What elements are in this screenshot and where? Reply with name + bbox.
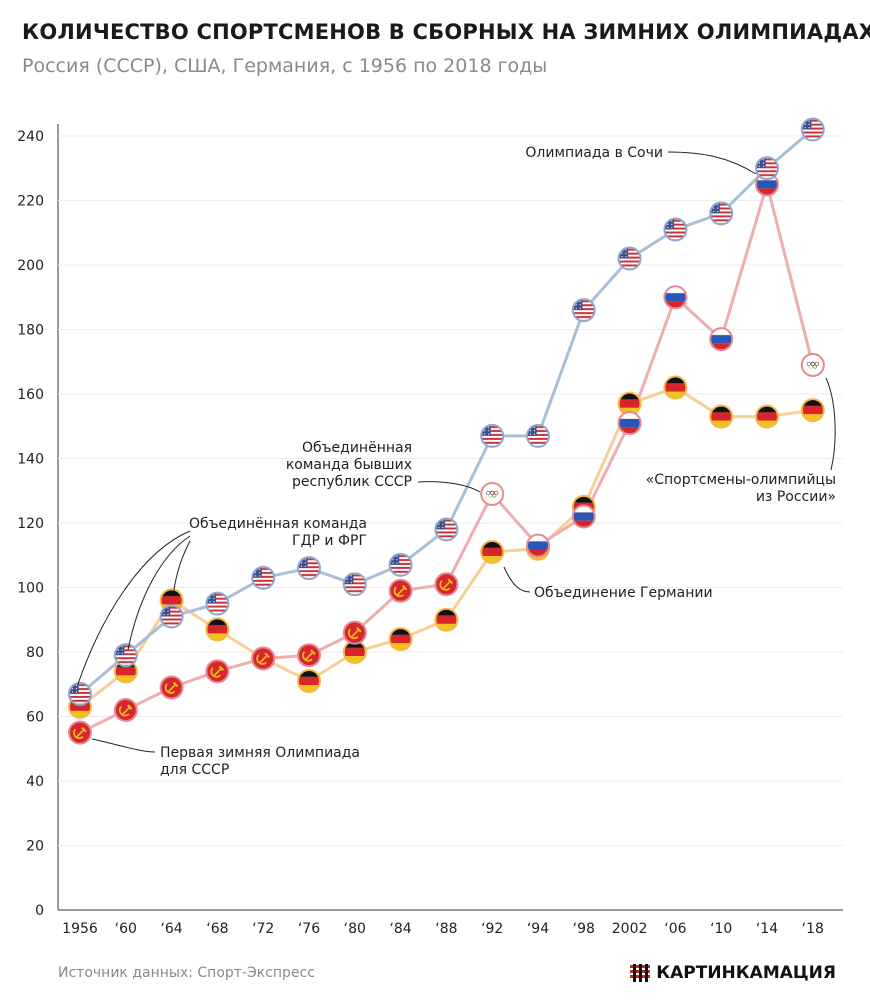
marker-ussr-icon — [342, 620, 367, 645]
marker-ussr-icon — [68, 720, 92, 745]
chart-title: КОЛИЧЕСТВО СПОРТСМЕНОВ В СБОРНЫХ НА ЗИМН… — [22, 20, 870, 44]
marker-ussr-icon — [434, 572, 459, 597]
marker-germany-icon — [297, 669, 321, 694]
x-tick-label: ‘80 — [344, 921, 366, 937]
annotation-oar-leader — [825, 377, 836, 471]
x-tick-label: ‘98 — [573, 921, 595, 937]
marker-russia-icon — [663, 285, 688, 310]
marker-germany-icon — [480, 540, 505, 565]
y-tick-label: 0 — [35, 903, 44, 919]
x-tick-label: ‘72 — [252, 921, 274, 937]
marker-ussr-icon — [113, 698, 138, 723]
marker-usa-icon — [571, 298, 596, 323]
x-tick-label: 2002 — [612, 921, 648, 937]
annotation-oar: «Спортсмены-олимпийцы из России» — [646, 472, 836, 505]
y-tick-label: 60 — [26, 710, 44, 726]
marker-usa-icon — [159, 604, 184, 629]
marker-usa-icon — [251, 565, 276, 590]
marker-russia-icon — [526, 533, 550, 558]
y-tick-label: 180 — [17, 323, 44, 339]
brand-label: КАРТИНКАМАЦИЯ — [656, 963, 836, 983]
marker-usa-icon — [617, 246, 642, 271]
y-tick-label: 100 — [17, 581, 44, 597]
x-tick-label: ‘64 — [160, 921, 182, 937]
marker-usa-icon — [709, 201, 734, 226]
marker-olympic-icon — [480, 481, 505, 506]
y-tick-label: 140 — [17, 452, 44, 468]
marker-usa-icon — [113, 643, 138, 668]
x-tick-label: ‘06 — [664, 921, 686, 937]
annotation-germany-unified-leader-3 — [173, 540, 191, 591]
marker-usa-icon — [480, 423, 505, 448]
marker-usa-icon — [526, 423, 550, 448]
x-tick-label: ‘60 — [115, 921, 137, 937]
marker-germany-icon — [388, 627, 413, 652]
marker-germany-icon — [755, 404, 779, 429]
y-tick-label: 20 — [26, 839, 44, 855]
marker-usa-icon — [663, 217, 688, 242]
brand-logo-icon — [630, 964, 651, 982]
marker-ussr-icon — [205, 659, 230, 684]
marker-germany-icon — [800, 398, 825, 423]
x-tick-label: ‘92 — [481, 921, 503, 937]
annotation-first-ussr-leader — [91, 738, 156, 753]
annotation-sochi-leader — [667, 151, 757, 175]
source-note: Источник данных: Спорт-Экспресс — [58, 965, 315, 981]
marker-usa-icon — [388, 552, 413, 577]
marker-usa-icon — [68, 681, 92, 706]
marker-ussr-icon — [297, 643, 321, 668]
y-tick-label: 40 — [26, 774, 44, 790]
annotation-unified-team-leader — [417, 481, 481, 493]
marker-usa-icon — [755, 156, 779, 181]
marker-usa-icon — [434, 517, 459, 542]
marker-usa-icon — [205, 591, 230, 616]
marker-usa-icon — [297, 556, 321, 581]
x-tick-label: ‘68 — [206, 921, 228, 937]
marker-germany-icon — [709, 404, 734, 429]
series-line-germany — [79, 386, 814, 709]
marker-russia-icon — [709, 327, 734, 352]
annotation-reunification: Объединение Германии — [534, 585, 713, 601]
y-tick-label: 120 — [17, 516, 44, 532]
marker-olympic-icon — [800, 352, 825, 377]
x-tick-label: ‘84 — [389, 921, 411, 937]
marker-usa-icon — [342, 572, 367, 597]
annotation-germany-unified: Объединённая команда ГДР и ФРГ — [189, 516, 367, 549]
x-tick-label: 1956 — [62, 921, 98, 937]
marker-ussr-icon — [251, 646, 276, 671]
marker-germany-icon — [663, 375, 688, 400]
y-tick-label: 240 — [17, 129, 44, 145]
annotation-sochi: Олимпиада в Сочи — [525, 145, 663, 161]
brand: КАРТИНКАМАЦИЯ — [630, 963, 836, 983]
marker-ussr-icon — [159, 675, 184, 700]
y-tick-label: 200 — [17, 258, 44, 274]
marker-ussr-icon — [388, 578, 413, 603]
marker-russia-icon — [617, 411, 642, 436]
annotation-unified-team: Объединённая команда бывших республик СССР — [286, 440, 412, 490]
y-tick-label: 220 — [17, 194, 44, 210]
marker-germany-icon — [205, 617, 230, 642]
chart-subtitle: Россия (СССР), США, Германия, с 1956 по … — [22, 55, 548, 77]
annotation-germany-unified-leader-1 — [77, 530, 191, 685]
x-tick-label: ‘14 — [756, 921, 778, 937]
x-tick-label: ‘76 — [298, 921, 320, 937]
annotation-first-ussr: Первая зимняя Олимпиада для СССР — [160, 745, 360, 778]
y-tick-label: 160 — [17, 387, 44, 403]
x-tick-label: ‘10 — [710, 921, 732, 937]
x-tick-label: ‘88 — [435, 921, 457, 937]
x-tick-label: ‘94 — [527, 921, 549, 937]
marker-usa-icon — [800, 117, 825, 142]
y-tick-label: 80 — [26, 645, 44, 661]
annotation-germany-unified-leader-2 — [127, 535, 191, 651]
x-tick-label: ‘18 — [802, 921, 824, 937]
annotation-reunification-leader — [503, 566, 531, 593]
marker-russia-icon — [571, 504, 596, 529]
marker-germany-icon — [434, 607, 459, 632]
